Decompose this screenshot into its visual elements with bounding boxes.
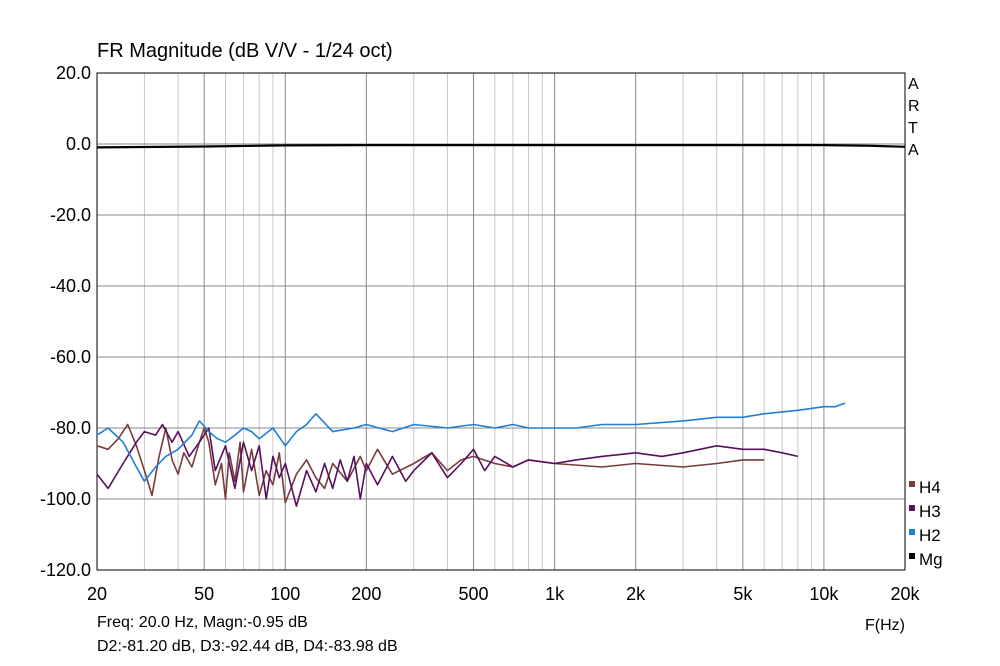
legend-label-h3: H3 (919, 502, 941, 521)
grid-minor (143, 73, 813, 570)
series-line-h2 (96, 402, 846, 483)
side-label-letter: T (908, 120, 918, 137)
y-tick-label: -60.0 (50, 347, 91, 367)
series-lines (96, 144, 906, 507)
x-tick-label: 2k (626, 584, 646, 604)
y-tick-label: -40.0 (50, 276, 91, 296)
x-tick-label: 5k (733, 584, 753, 604)
x-tick-label: 200 (351, 584, 381, 604)
legend-swatch-h3 (909, 505, 915, 511)
y-tick-label: 0.0 (66, 134, 91, 154)
legend-swatch-h2 (909, 529, 915, 535)
x-tick-label: 20 (87, 584, 107, 604)
x-tick-label: 50 (194, 584, 214, 604)
y-tick-label: -120.0 (40, 560, 91, 580)
chart-title: FR Magnitude (dB V/V - 1/24 oct) (97, 40, 393, 62)
cursor-readout-freq: Freq: 20.0 Hz, Magn:-0.95 dB (97, 614, 308, 631)
series-line-mg (96, 144, 906, 149)
x-tick-label: 100 (270, 584, 300, 604)
x-axis-label: F(Hz) (865, 617, 905, 634)
side-label-letter: A (908, 142, 919, 159)
x-tick-label: 10k (809, 584, 839, 604)
legend-label-h2: H2 (919, 526, 941, 545)
legend-swatch-mg (909, 553, 915, 559)
grid-major (97, 73, 905, 570)
y-tick-label: -100.0 (40, 489, 91, 509)
legend-swatch-h4 (909, 481, 915, 487)
legend-label-mg: Mg (919, 550, 943, 569)
x-tick-label: 1k (545, 584, 565, 604)
y-tick-label: 20.0 (56, 63, 91, 83)
x-tick-label: 500 (458, 584, 488, 604)
legend-label-h4: H4 (919, 478, 941, 497)
series-line-h4 (96, 423, 765, 504)
x-axis-ticks: 20 50 100 200 500 1k 2k 5k 10k 20k (87, 584, 921, 604)
y-axis-ticks: 20.0 0.0 -20.0 -40.0 -60.0 -80.0 -100.0 -120.0 (40, 63, 91, 580)
plot-frame (96, 72, 906, 571)
series-line-h3 (96, 423, 798, 507)
y-tick-label: -80.0 (50, 418, 91, 438)
cursor-readout-distortion: D2:-81.20 dB, D3:-92.44 dB, D4:-83.98 dB (97, 638, 398, 655)
x-tick-label: 20k (890, 584, 920, 604)
side-label-letter: R (908, 98, 920, 115)
side-label-letter: A (908, 76, 919, 93)
legend: H4 H3 H2 Mg (909, 478, 943, 569)
y-tick-label: -20.0 (50, 205, 91, 225)
